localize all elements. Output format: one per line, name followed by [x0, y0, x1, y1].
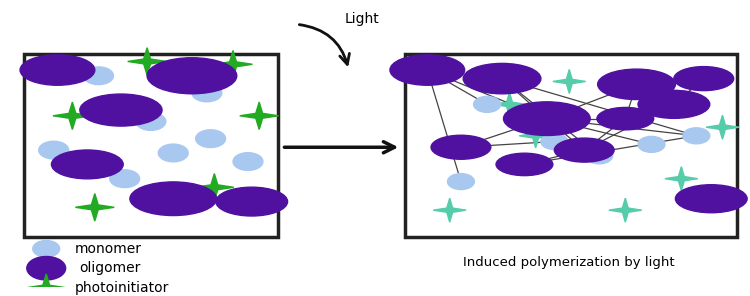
Ellipse shape: [33, 240, 60, 257]
Ellipse shape: [431, 135, 490, 159]
Ellipse shape: [110, 170, 140, 188]
Ellipse shape: [541, 133, 568, 149]
Text: photoinitiator: photoinitiator: [74, 281, 169, 295]
Ellipse shape: [158, 144, 188, 162]
Text: Light: Light: [345, 12, 380, 25]
Polygon shape: [433, 198, 466, 222]
Ellipse shape: [136, 113, 166, 130]
Ellipse shape: [390, 55, 465, 85]
Ellipse shape: [464, 63, 541, 94]
Ellipse shape: [80, 94, 162, 126]
Ellipse shape: [676, 185, 747, 213]
Text: monomer: monomer: [74, 242, 142, 256]
Ellipse shape: [682, 128, 709, 144]
Polygon shape: [195, 173, 234, 201]
Ellipse shape: [554, 138, 614, 162]
Ellipse shape: [83, 67, 113, 85]
Ellipse shape: [448, 173, 475, 189]
Ellipse shape: [147, 58, 237, 94]
Polygon shape: [128, 48, 166, 75]
Polygon shape: [706, 115, 739, 139]
Ellipse shape: [216, 187, 287, 216]
Ellipse shape: [196, 130, 226, 147]
Ellipse shape: [233, 153, 263, 170]
Text: Induced polymerization by light: Induced polymerization by light: [464, 256, 675, 269]
Polygon shape: [665, 167, 698, 191]
Text: oligomer: oligomer: [79, 261, 140, 275]
Polygon shape: [27, 274, 66, 296]
Ellipse shape: [674, 67, 734, 91]
Polygon shape: [75, 194, 114, 221]
Polygon shape: [493, 92, 526, 116]
Ellipse shape: [638, 136, 665, 152]
Ellipse shape: [20, 55, 94, 85]
Polygon shape: [53, 102, 92, 130]
Polygon shape: [214, 51, 253, 78]
Ellipse shape: [496, 153, 553, 176]
Bar: [24, 54, 278, 237]
Ellipse shape: [52, 150, 123, 179]
Ellipse shape: [597, 107, 654, 130]
Ellipse shape: [638, 90, 710, 118]
Polygon shape: [609, 198, 642, 222]
Polygon shape: [240, 102, 278, 130]
Polygon shape: [553, 70, 586, 94]
Ellipse shape: [192, 84, 222, 102]
Ellipse shape: [474, 96, 500, 112]
Bar: [405, 54, 737, 237]
Ellipse shape: [586, 148, 613, 164]
Ellipse shape: [39, 141, 69, 159]
Polygon shape: [519, 124, 552, 148]
Ellipse shape: [503, 102, 590, 136]
Ellipse shape: [27, 257, 66, 280]
Ellipse shape: [130, 182, 217, 215]
Ellipse shape: [598, 69, 676, 99]
